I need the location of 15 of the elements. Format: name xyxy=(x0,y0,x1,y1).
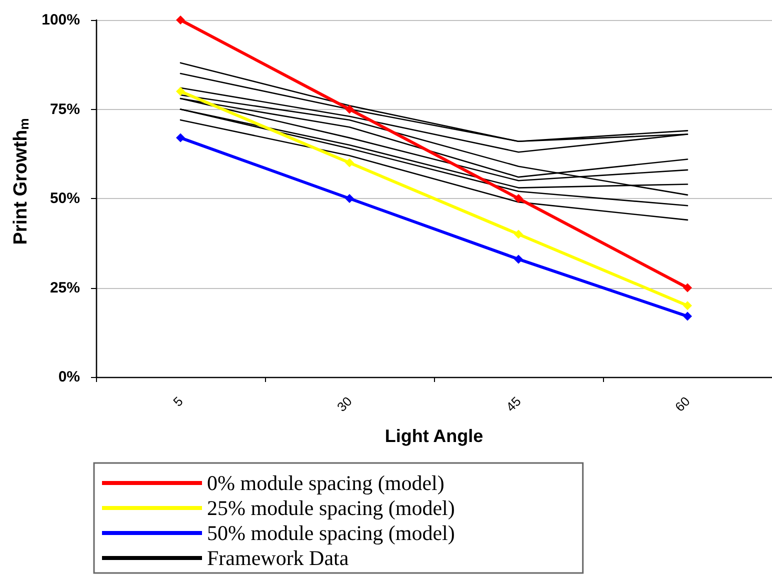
legend-label: 0% module spacing (model) xyxy=(207,471,444,495)
y-tick-label: 100% xyxy=(42,12,80,28)
x-tick-label: 60 xyxy=(672,394,693,415)
y-tick-label: 50% xyxy=(50,190,80,207)
x-tick-label: 45 xyxy=(502,394,524,415)
y-tick-label: 25% xyxy=(50,279,80,296)
legend-label: 50% module spacing (model) xyxy=(207,521,455,545)
x-tick-label: 5 xyxy=(170,394,186,410)
y-tick-label: 0% xyxy=(58,368,80,386)
legend-label: 25% module spacing (model) xyxy=(207,496,455,520)
x-tick-label: 30 xyxy=(334,394,355,415)
y-tick-label: 75% xyxy=(50,100,80,118)
x-axis-title: Light Angle xyxy=(384,426,484,446)
y-axis-title: Print Growthm xyxy=(10,118,32,245)
legend-label: Framework Data xyxy=(207,546,350,570)
